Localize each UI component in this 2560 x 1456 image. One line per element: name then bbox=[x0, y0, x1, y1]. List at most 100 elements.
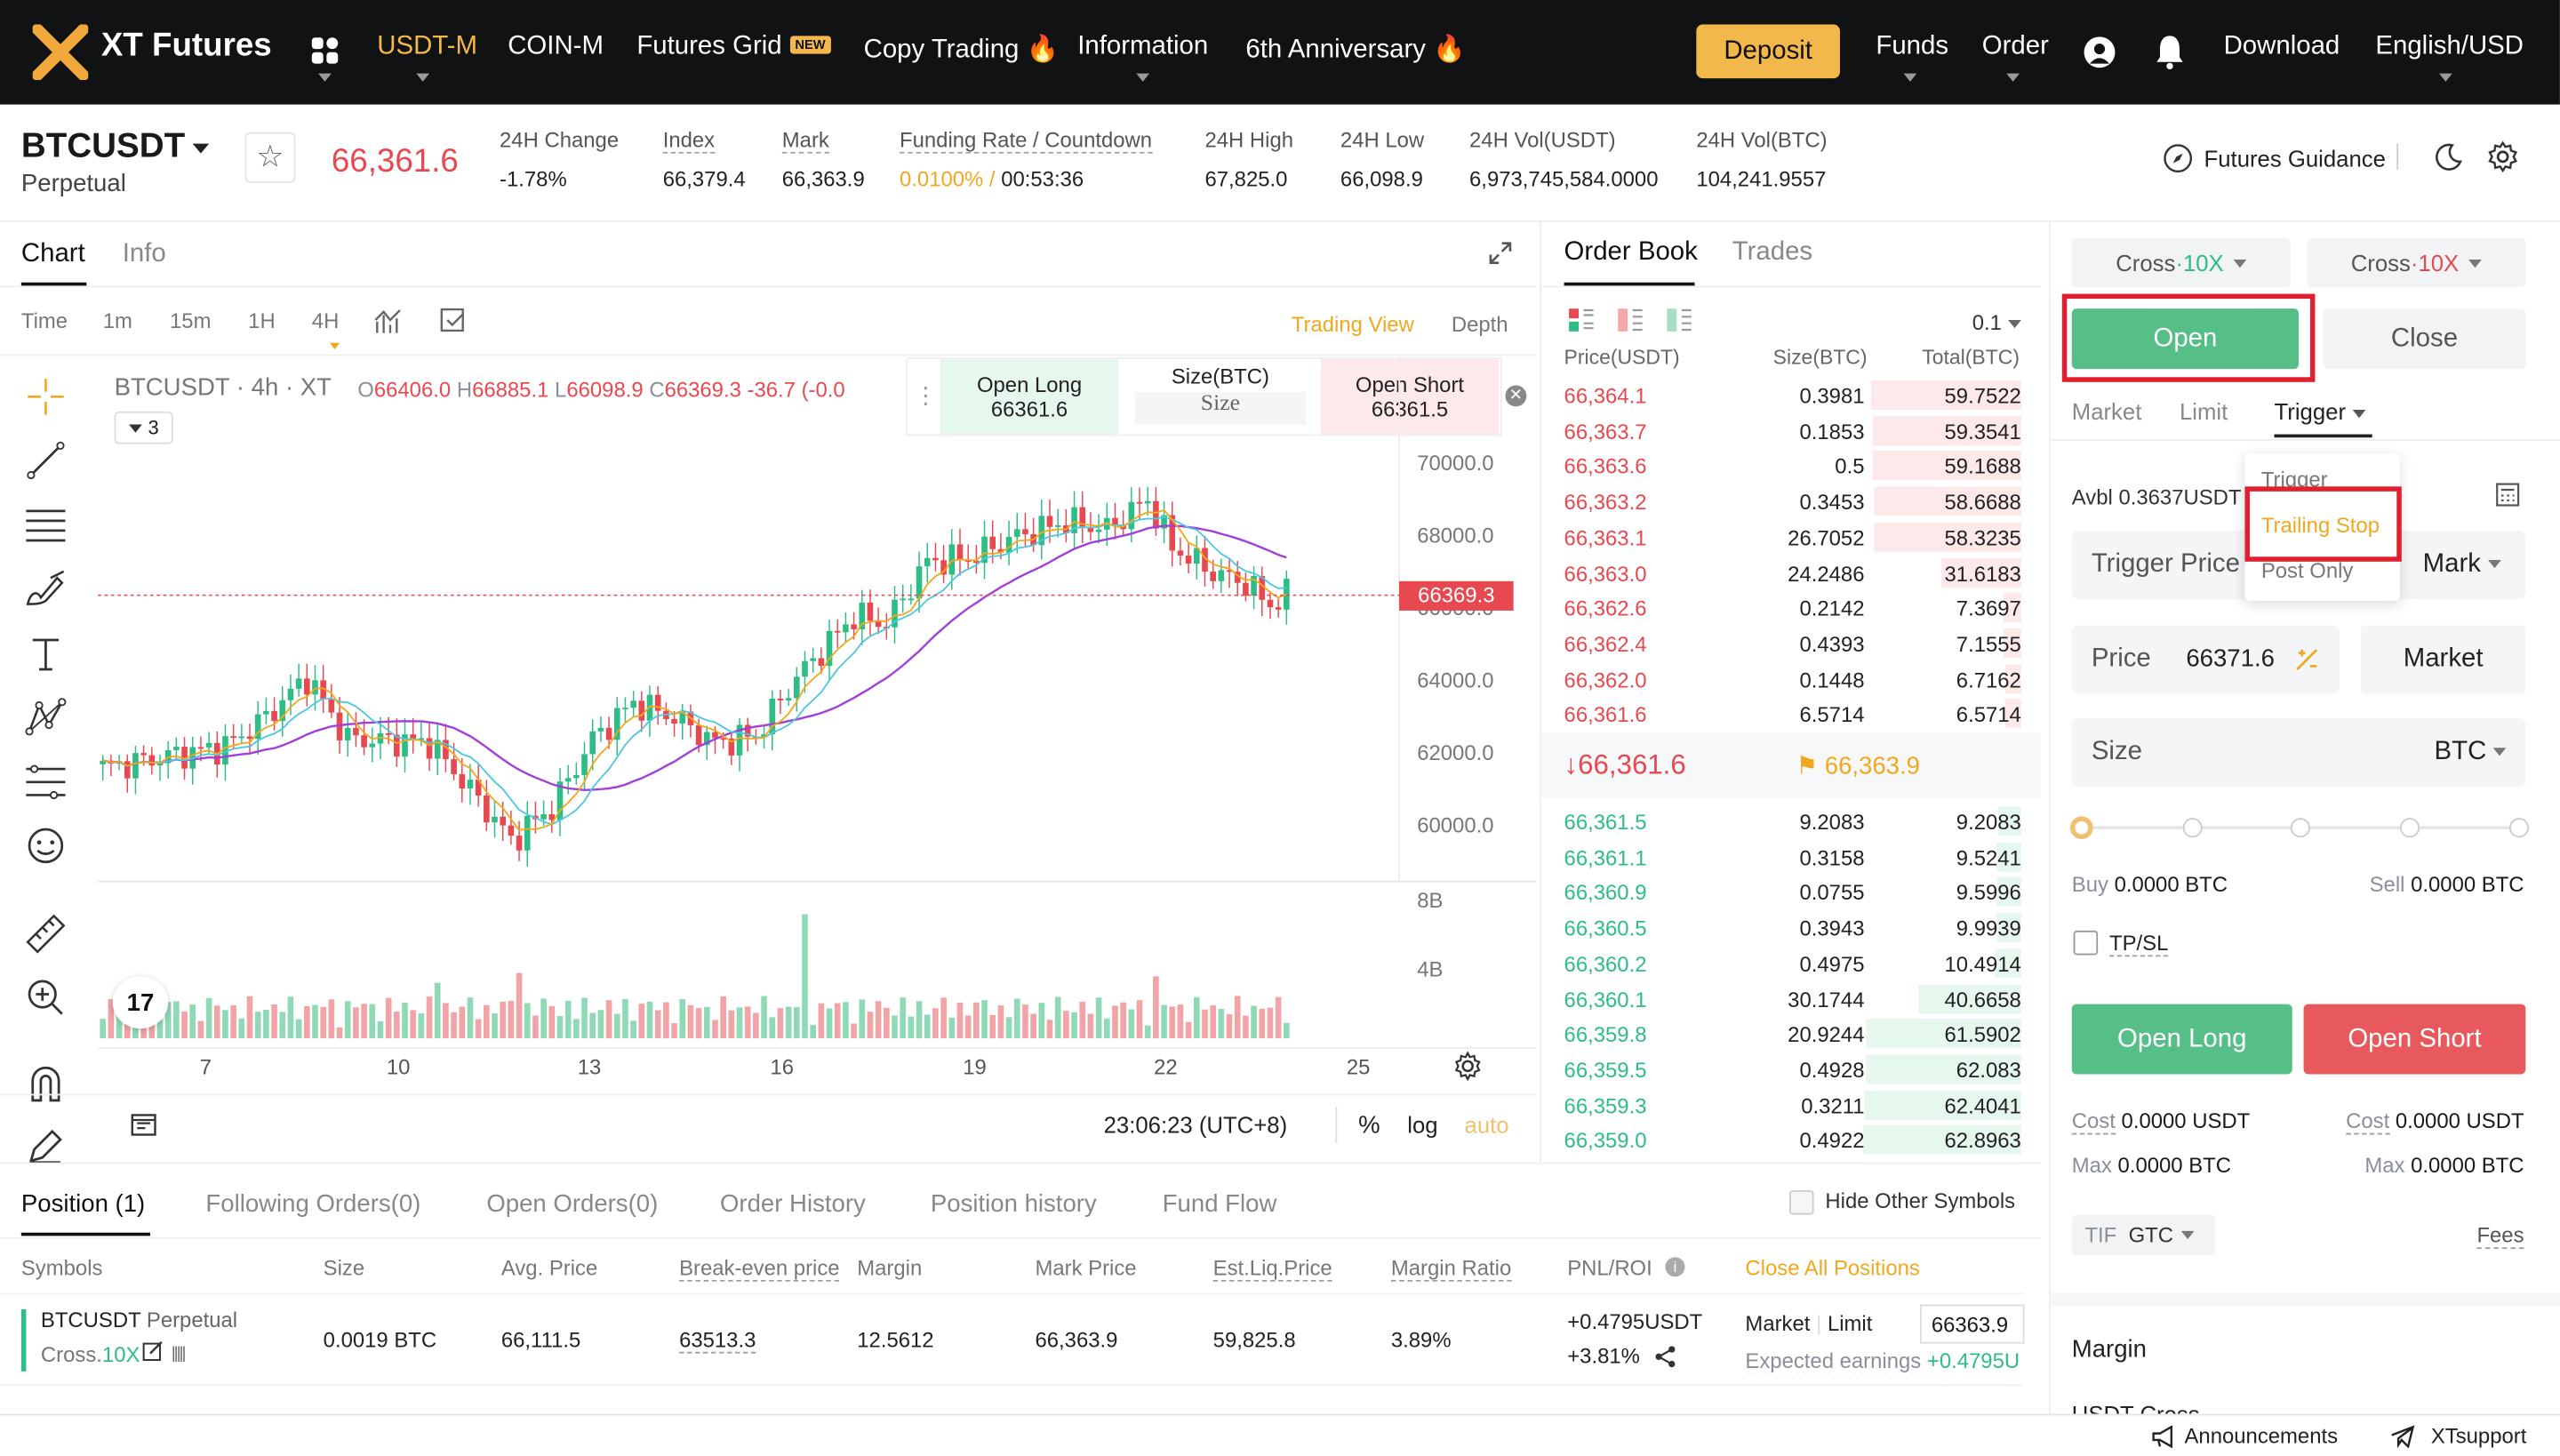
tpsl-label[interactable]: TP/SL bbox=[2109, 930, 2169, 957]
hdr-breakeven[interactable]: Break-even price bbox=[679, 1255, 840, 1282]
bid-row[interactable]: 66,360.1 30.1744 40.6658 bbox=[1541, 980, 2041, 1016]
price-input[interactable]: Price 66371.6 bbox=[2071, 625, 2340, 694]
pattern-tool-icon[interactable] bbox=[23, 694, 68, 740]
xt-logo-icon[interactable] bbox=[32, 24, 89, 80]
quick-open-short-button[interactable]: Open Short 66361.5 bbox=[1320, 359, 1500, 435]
date-range-icon[interactable] bbox=[129, 1112, 158, 1138]
open-tab-button[interactable]: Open bbox=[2071, 308, 2300, 370]
size-input[interactable]: Size BTC bbox=[2071, 718, 2526, 788]
crosshair-icon[interactable] bbox=[23, 374, 68, 420]
deposit-button[interactable]: Deposit bbox=[1696, 24, 1840, 79]
hide-other-label[interactable]: Hide Other Symbols bbox=[1825, 1188, 2016, 1213]
trend-line-icon[interactable] bbox=[23, 437, 68, 483]
ask-row[interactable]: 66,363.2 0.3453 58.6688 bbox=[1541, 484, 2041, 519]
bid-row[interactable]: 66,359.8 20.9244 61.5902 bbox=[1541, 1016, 2041, 1052]
size-slider-handle[interactable] bbox=[2069, 816, 2093, 840]
close-tab-button[interactable]: Close bbox=[2323, 308, 2526, 370]
ask-row[interactable]: 66,364.1 0.3981 59.7522 bbox=[1541, 377, 2041, 412]
share-icon[interactable] bbox=[1654, 1345, 1677, 1368]
nav-download[interactable]: Download bbox=[2223, 32, 2340, 60]
tif-select[interactable]: TIF GTC bbox=[2071, 1214, 2216, 1256]
zoom-in-icon[interactable] bbox=[23, 975, 68, 1020]
tf-15m[interactable]: 15m bbox=[170, 308, 212, 333]
user-icon[interactable] bbox=[2084, 36, 2116, 68]
tab-following-orders[interactable]: Following Orders(0) bbox=[205, 1189, 421, 1219]
hdr-ratio[interactable]: Margin Ratio bbox=[1390, 1255, 1512, 1282]
edit-leverage-icon[interactable] bbox=[142, 1340, 164, 1362]
tab-fund-flow[interactable]: Fund Flow bbox=[1162, 1189, 1277, 1219]
log-toggle[interactable]: log bbox=[1407, 1111, 1438, 1139]
percent-toggle[interactable]: % bbox=[1358, 1111, 1380, 1140]
book-bids-icon[interactable] bbox=[1667, 308, 1692, 333]
horizontal-lines-icon[interactable] bbox=[23, 501, 68, 547]
tab-order-history[interactable]: Order History bbox=[719, 1189, 866, 1219]
tf-1m[interactable]: 1m bbox=[102, 308, 132, 333]
quick-size-input[interactable]: Size(BTC) Size bbox=[1126, 359, 1314, 434]
tab-position-history[interactable]: Position history bbox=[930, 1189, 1097, 1219]
logo-text[interactable]: XT Futures bbox=[100, 28, 272, 64]
nav-funds[interactable]: Funds bbox=[1876, 32, 1949, 60]
brush-icon[interactable] bbox=[23, 564, 68, 610]
chart-settings-gear-icon[interactable] bbox=[1453, 1051, 1483, 1081]
dark-mode-moon-icon[interactable] bbox=[2435, 142, 2464, 172]
bid-row[interactable]: 66,361.5 9.2083 9.2083 bbox=[1541, 804, 2041, 839]
ruler-icon[interactable] bbox=[23, 911, 68, 956]
nav-information[interactable]: Information bbox=[1077, 32, 1209, 60]
funding-label[interactable]: Funding Rate / Countdown bbox=[900, 127, 1153, 154]
favorite-star-icon[interactable]: ☆ bbox=[244, 132, 296, 183]
bid-row[interactable]: 66,360.9 0.0755 9.5996 bbox=[1541, 874, 2041, 909]
ask-row[interactable]: 66,361.6 6.5714 6.5714 bbox=[1541, 696, 2041, 732]
dropdown-item-trailing-stop[interactable]: Trailing Stop bbox=[2260, 512, 2380, 538]
emoji-icon[interactable] bbox=[23, 823, 68, 868]
fib-tool-icon[interactable] bbox=[23, 759, 68, 804]
chevron-down-icon[interactable] bbox=[192, 143, 210, 154]
futures-guidance-link[interactable]: Futures Guidance bbox=[2204, 145, 2386, 172]
ask-row[interactable]: 66,363.7 0.1853 59.3541 bbox=[1541, 412, 2041, 448]
tab-positions[interactable]: Position (1) bbox=[20, 1189, 146, 1219]
announcements-link[interactable]: Announcements bbox=[2184, 1423, 2339, 1449]
quick-open-long-button[interactable]: Open Long 66361.6 bbox=[940, 359, 1119, 435]
auto-toggle[interactable]: auto bbox=[1464, 1111, 1509, 1139]
calculator-icon[interactable] bbox=[2494, 482, 2520, 508]
close-overlay-icon[interactable]: ✕ bbox=[1505, 385, 1527, 407]
hdr-liq[interactable]: Est.Liq.Price bbox=[1212, 1255, 1332, 1282]
dropdown-item-post-only[interactable]: Post Only bbox=[2260, 558, 2354, 583]
info-icon[interactable]: i bbox=[1665, 1257, 1685, 1277]
bid-row[interactable]: 66,361.1 0.3158 9.5241 bbox=[1541, 838, 2041, 874]
order-type-limit[interactable]: Limit bbox=[2179, 398, 2228, 425]
margin-mode-select-left[interactable]: Cross · 10X bbox=[2071, 238, 2291, 288]
apps-grid-icon[interactable] bbox=[310, 36, 340, 65]
fees-link[interactable]: Fees bbox=[2476, 1222, 2524, 1250]
price-adjust-icon[interactable] bbox=[2294, 646, 2320, 672]
tf-time[interactable]: Time bbox=[20, 308, 68, 333]
market-price-button[interactable]: Market bbox=[2360, 625, 2526, 694]
ask-row[interactable]: 66,363.0 24.2486 31.6183 bbox=[1541, 555, 2041, 590]
fullscreen-icon[interactable] bbox=[1489, 242, 1512, 265]
indicators-icon[interactable] bbox=[374, 307, 404, 336]
ask-row[interactable]: 66,363.1 26.7052 58.3235 bbox=[1541, 519, 2041, 555]
open-short-button[interactable]: Open Short bbox=[2303, 1004, 2526, 1075]
edit-layout-icon[interactable] bbox=[439, 307, 467, 334]
tab-chart[interactable]: Chart bbox=[20, 239, 85, 268]
tab-open-orders[interactable]: Open Orders(0) bbox=[486, 1189, 659, 1219]
nav-copy-trading[interactable]: Copy Trading 🔥 bbox=[863, 36, 1060, 64]
tpsl-checkbox[interactable] bbox=[2073, 930, 2099, 956]
trading-view-toggle[interactable]: Trading View bbox=[1291, 311, 1414, 337]
magnet-icon[interactable] bbox=[23, 1061, 68, 1107]
hide-other-checkbox[interactable] bbox=[1789, 1189, 1814, 1215]
ask-row[interactable]: 66,362.6 0.2142 7.3697 bbox=[1541, 589, 2041, 625]
bell-icon[interactable] bbox=[2155, 35, 2184, 70]
indicator-toggle[interactable]: 3 bbox=[114, 411, 173, 444]
bid-row[interactable]: 66,359.5 0.4928 62.083 bbox=[1541, 1052, 2041, 1087]
ask-row[interactable]: 66,363.6 0.5 59.1688 bbox=[1541, 448, 2041, 484]
price-chart[interactable]: 70000.068000.066000.064000.062000.060000… bbox=[0, 356, 1537, 1162]
tf-1h[interactable]: 1H bbox=[248, 308, 276, 333]
nav-coin-m[interactable]: COIN-M bbox=[508, 32, 604, 60]
bid-row[interactable]: 66,359.3 0.3211 62.4041 bbox=[1541, 1086, 2041, 1122]
ask-row[interactable]: 66,362.4 0.4393 7.1555 bbox=[1541, 625, 2041, 660]
bid-row[interactable]: 66,360.2 0.4975 10.4914 bbox=[1541, 945, 2041, 980]
pos-close-market[interactable]: Market | Limit bbox=[1745, 1310, 1873, 1336]
tab-order-book[interactable]: Order Book bbox=[1564, 238, 1698, 267]
nav-anniversary[interactable]: 6th Anniversary 🔥 bbox=[1245, 36, 1466, 64]
ask-row[interactable]: 66,362.0 0.1448 6.7162 bbox=[1541, 660, 2041, 696]
